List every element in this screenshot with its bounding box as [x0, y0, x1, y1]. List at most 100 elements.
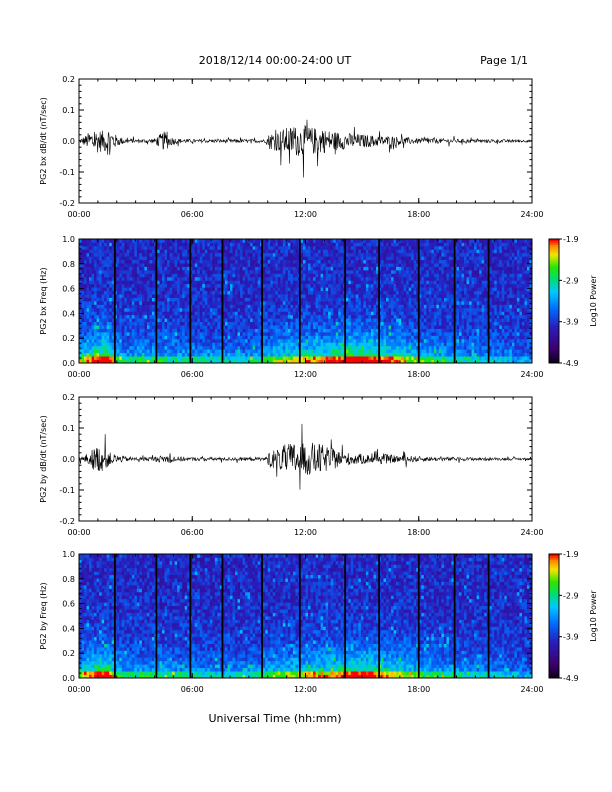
spectrogram-cell [79, 256, 82, 261]
spectrogram-cell [270, 356, 274, 360]
spectrogram-cell [146, 270, 150, 274]
spectrogram-cell [242, 283, 246, 288]
spectrogram-cell [292, 297, 296, 302]
spectrogram-cell [320, 287, 324, 292]
spectrogram-cell [333, 239, 337, 243]
spectrogram-cell [391, 342, 394, 347]
spectrogram-cell [386, 239, 389, 243]
spectrogram-cell [353, 318, 357, 323]
spectrogram-cell [355, 283, 359, 288]
spectrogram-cell [381, 325, 384, 329]
spectrogram-cell [250, 349, 254, 354]
spectrogram-cell [245, 283, 249, 288]
spectrogram-cell [328, 259, 332, 264]
spectrogram-cell [207, 359, 211, 364]
spectrogram-cell [197, 249, 201, 254]
spectrogram-cell [290, 356, 294, 360]
spectrogram-cell [214, 263, 218, 267]
spectrogram-cell [124, 266, 128, 271]
spectrogram-cell [172, 328, 176, 333]
spectrogram-cell [204, 328, 208, 333]
spectrogram-cell [99, 245, 103, 250]
spectrogram-cell [285, 301, 289, 305]
spectrogram-cell [373, 270, 377, 274]
spectrogram-cell [197, 276, 201, 281]
spectrogram-cell [86, 256, 90, 261]
spectrogram-cell [101, 252, 105, 257]
spectrogram-cell [365, 332, 369, 336]
spectrogram-cell [313, 301, 316, 305]
spectrogram-cell [325, 301, 329, 305]
spectrogram-cell [121, 311, 125, 316]
spectrogram-cell [91, 332, 95, 336]
spectrogram-cell [406, 335, 410, 340]
spectrogram-cell [300, 249, 304, 254]
spectrogram-cell [91, 338, 95, 343]
spectrogram-cell [116, 276, 120, 281]
spectrogram-cell [199, 270, 203, 274]
spectrogram-cell [86, 321, 90, 326]
spectrogram-cell [368, 321, 372, 326]
spectrogram-cell [224, 328, 228, 333]
spectrogram-cell [237, 311, 241, 316]
spectrogram-cell [381, 301, 384, 305]
spectrogram-cell [164, 249, 168, 254]
spectrogram-cell [340, 287, 344, 292]
spectrogram-cell [184, 332, 188, 336]
spectrogram-cell [139, 270, 143, 274]
spectrogram-cell [310, 297, 314, 302]
spectrogram-cell [124, 342, 128, 347]
spectrogram-cell [235, 342, 238, 347]
spectrogram-cell [245, 242, 249, 247]
spectrogram-cell [360, 263, 364, 267]
spectrogram-cell [416, 318, 420, 323]
spectrogram-cell [174, 325, 178, 329]
spectrogram-cell [224, 280, 228, 285]
spectrogram-cell [111, 263, 115, 267]
spectrogram-cell [182, 266, 186, 271]
spectrogram-cell [355, 352, 359, 357]
spectrogram-cell [353, 345, 357, 350]
spectrogram-cell [174, 239, 178, 243]
spectrogram-cell [413, 239, 417, 243]
spectrogram-cell [141, 318, 145, 323]
spectrogram-cell [99, 301, 103, 305]
spectrogram-cell [99, 332, 103, 336]
spectrogram-cell [381, 290, 384, 295]
spectrogram-cell [101, 273, 105, 278]
spectrogram-cell [325, 290, 329, 295]
spectrogram-cell [370, 294, 374, 298]
spectrogram-cell [187, 273, 191, 278]
spectrogram-cell [199, 297, 203, 302]
spectrogram-cell [99, 276, 103, 281]
spectrogram-cell [373, 283, 377, 288]
spectrogram-cell [232, 352, 236, 357]
spectrogram-cell [348, 270, 352, 274]
spectrogram-cell [86, 314, 90, 319]
spectrogram-cell [348, 311, 352, 316]
spectrogram-cell [277, 276, 281, 281]
spectrogram-cell [398, 356, 402, 360]
spectrogram-cell [204, 259, 208, 264]
spectrogram-cell [86, 290, 90, 295]
spectrogram-cell [416, 325, 420, 329]
spectrogram-cell [406, 276, 410, 281]
spectrogram-cell [315, 345, 319, 350]
spectrogram-cell [250, 294, 254, 298]
spectrogram-cell [207, 276, 211, 281]
spectrogram-cell [129, 239, 133, 243]
spectrogram-cell [335, 249, 339, 254]
spectrogram-cell [212, 359, 216, 364]
spectrogram-cell [129, 301, 133, 305]
spectrogram-cell [194, 311, 198, 316]
spectrogram-cell [209, 318, 213, 323]
spectrogram-cell [358, 301, 362, 305]
spectrogram-cell [313, 304, 316, 309]
spectrogram-cell [151, 294, 155, 298]
spectrogram-cell [370, 239, 374, 243]
spectrogram-cell [265, 294, 269, 298]
spectrogram-cell [177, 259, 181, 264]
spectrogram-cell [413, 356, 417, 360]
spectrogram-cell [287, 287, 291, 292]
spectrogram-cell [305, 338, 309, 343]
